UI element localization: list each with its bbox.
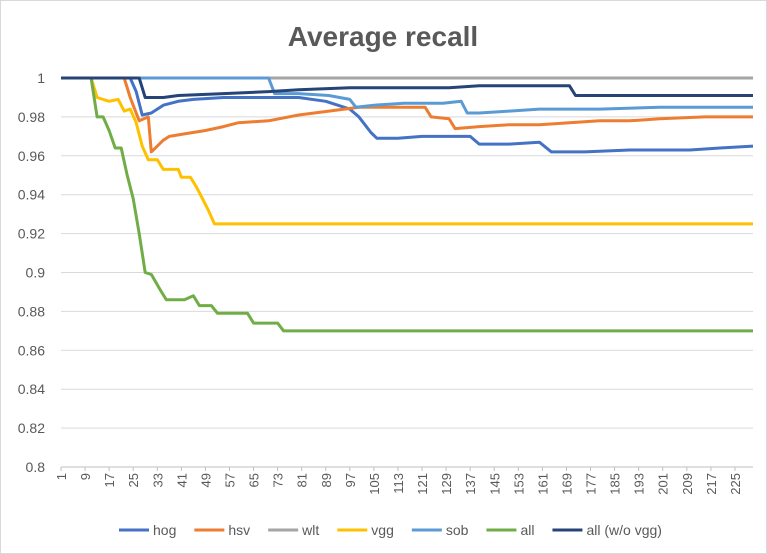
y-tick-label: 0.88 <box>18 303 45 319</box>
x-tick-label: 113 <box>391 473 406 494</box>
x-tick-label: 169 <box>559 473 574 495</box>
y-tick-label: 1 <box>37 70 45 86</box>
y-tick-label: 0.98 <box>18 109 45 125</box>
x-tick-label: 193 <box>632 473 647 495</box>
legend-label: vgg <box>371 522 394 538</box>
x-tick-label: 145 <box>487 473 502 495</box>
series-line-all <box>61 76 753 333</box>
series-line-hsv <box>61 76 753 154</box>
x-tick-label: 185 <box>608 473 623 495</box>
legend-label: all <box>520 522 534 538</box>
x-tick-label: 153 <box>511 473 526 495</box>
chart-title: Average recall <box>288 21 478 52</box>
x-tick-label: 49 <box>198 473 213 487</box>
x-tick-label: 225 <box>728 473 743 495</box>
x-tick-label: 105 <box>367 473 382 495</box>
x-tick-label: 217 <box>704 473 719 495</box>
legend: hog hsv wlt vgg sob all all (w/o vgg) <box>119 522 662 538</box>
legend-item: hsv <box>194 522 250 538</box>
series-lines <box>61 76 754 333</box>
legend-label: wlt <box>301 522 319 538</box>
x-tick-label: 17 <box>102 473 117 487</box>
series-line-all-w-o-vgg- <box>61 76 753 99</box>
x-tick-label: 129 <box>439 473 454 495</box>
y-tick-label: 0.9 <box>26 265 46 281</box>
x-tick-label: 121 <box>415 473 430 495</box>
y-axis-ticks: 0.8 0.82 0.84 0.86 0.88 0.9 0.92 0.94 0.96 0.98 1 <box>18 70 45 475</box>
x-tick-label: 57 <box>222 473 237 487</box>
y-tick-label: 0.86 <box>18 342 45 358</box>
y-tick-label: 0.92 <box>18 226 45 242</box>
legend-item: all (w/o vgg) <box>552 522 662 538</box>
x-tick-label: 33 <box>150 473 165 487</box>
x-tick-label: 41 <box>174 473 189 487</box>
series-line-hog <box>61 76 754 154</box>
x-tick-label: 137 <box>463 473 478 495</box>
y-tick-label: 0.8 <box>26 459 46 475</box>
legend-label: hog <box>153 522 176 538</box>
legend-item: hog <box>119 522 176 538</box>
x-tick-label: 25 <box>126 473 141 487</box>
legend-item: all <box>486 522 534 538</box>
legend-label: sob <box>446 522 469 538</box>
legend-item: sob <box>411 522 469 538</box>
legend-item: vgg <box>337 522 394 538</box>
legend-label: hsv <box>228 522 250 538</box>
x-tick-label: 161 <box>535 473 550 495</box>
x-tick-label: 81 <box>295 473 310 487</box>
series-line-vgg <box>61 76 753 226</box>
legend-label: all (w/o vgg) <box>586 522 661 538</box>
x-tick-label: 65 <box>247 473 262 487</box>
legend-item: wlt <box>268 522 319 538</box>
x-tick-label: 89 <box>319 473 334 487</box>
x-tick-label: 97 <box>343 473 358 487</box>
series-line-sob <box>61 76 753 115</box>
x-tick-label: 73 <box>271 473 286 487</box>
x-tick-label: 1 <box>54 473 69 480</box>
x-axis-ticks: 1 9 17 25 33 41 49 57 65 73 81 89 97 105 113 121 129 137 1… <box>54 467 743 495</box>
y-tick-label: 0.94 <box>18 187 45 203</box>
y-tick-label: 0.84 <box>18 381 45 397</box>
x-tick-label: 177 <box>584 473 599 495</box>
y-tick-label: 0.96 <box>18 148 45 164</box>
x-tick-label: 201 <box>656 473 671 495</box>
x-tick-label: 209 <box>680 473 695 495</box>
y-tick-label: 0.82 <box>18 420 45 436</box>
x-tick-label: 9 <box>78 473 93 480</box>
